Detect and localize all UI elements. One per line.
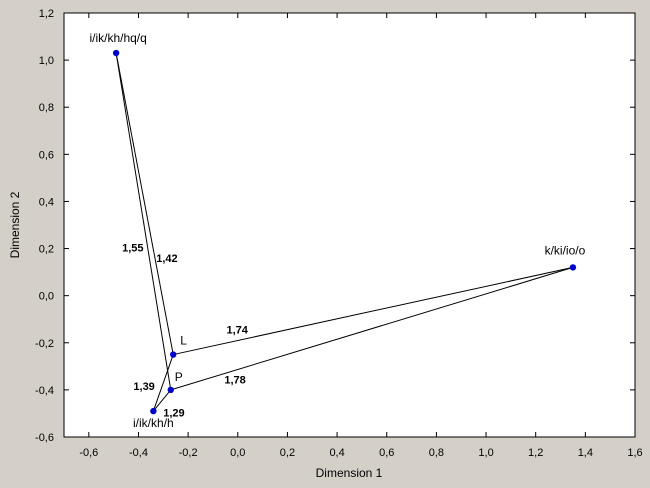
point-label: P [175,370,183,384]
x-tick-label: 1,6 [627,447,642,459]
x-tick-label: 0,6 [379,447,394,459]
point-label: L [180,334,187,348]
y-tick-label: 1,0 [39,55,54,67]
plot-area [63,12,636,438]
y-tick-label: -0,2 [35,338,54,350]
edge-label: 1,39 [133,381,154,393]
edge-line [173,266,574,356]
x-axis-title: Dimension 1 [316,466,383,480]
x-tick-label: 1,2 [528,447,543,459]
x-tick-label: 0,4 [329,447,344,459]
x-tick-label: 0,8 [429,447,444,459]
y-axis-title: Dimension 2 [8,191,22,258]
point-marker [167,386,174,394]
x-tick-label: 0,0 [230,447,245,459]
y-tick-label: 0,6 [39,149,54,161]
y-tick-label: 0,4 [39,196,54,208]
point-marker [569,264,577,271]
edge-line [115,52,174,355]
x-tick-label: -0,2 [179,447,198,459]
y-tick-label: 1,2 [39,8,54,20]
x-tick-label: 1,0 [478,447,493,459]
x-tick-label: -0,4 [129,447,148,459]
x-tick-label: -0,6 [79,447,98,459]
y-tick-label: 0,8 [39,102,54,114]
y-tick-label: 0,2 [39,244,54,256]
edge-group [115,52,574,412]
edge-line [152,389,172,412]
edge-line [170,266,574,391]
tick-group: -0,6 -0,4 -0,2 0,0 0,2 0,4 0,6 0,8 1,0 1,2 1,4 1,6 -… [35,8,643,459]
edge-label: 1,78 [224,374,245,386]
point-label: i/ik/kh/hq/q [89,31,146,45]
point-group [112,49,577,415]
x-tick-label: 1,4 [578,447,593,459]
point-marker [150,407,157,415]
label-group: 1,42 1,55 1,74 1,78 1,39 1,29 i/ik/kh/hq/q k/ki… [89,31,585,430]
point-label: k/ki/io/o [545,243,586,257]
point-label: i/ik/kh/h [133,416,174,430]
edge-label: 1,42 [156,253,177,265]
edge-line [152,354,174,412]
edge-label: 1,55 [122,242,143,254]
edge-line [115,52,172,390]
point-marker [170,351,177,358]
y-tick-label: 0,0 [39,291,54,303]
point-marker [112,49,120,57]
edge-label: 1,74 [226,325,248,337]
y-tick-label: -0,4 [35,385,54,397]
edge-label: 1,29 [163,407,184,419]
x-tick-label: 0,2 [280,447,295,459]
y-tick-label: -0,6 [35,432,54,444]
